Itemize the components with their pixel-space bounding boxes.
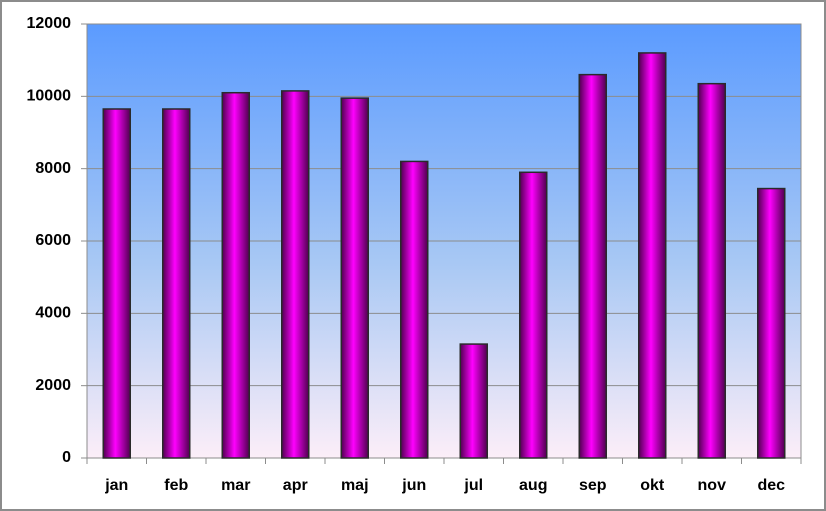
y-tick-label: 8000 <box>35 160 71 177</box>
x-tick-label: okt <box>640 477 665 494</box>
y-tick-label: 6000 <box>35 232 71 249</box>
bar <box>697 82 726 459</box>
bar <box>340 97 369 459</box>
x-tick-label: jun <box>401 477 426 494</box>
x-tick-label: apr <box>283 477 308 494</box>
bar <box>519 171 548 459</box>
y-tick-label: 10000 <box>27 88 72 105</box>
y-tick-label: 4000 <box>35 305 71 322</box>
bar <box>400 160 429 459</box>
x-tick-label: jul <box>463 477 483 494</box>
y-tick-label: 12000 <box>27 15 72 32</box>
bar <box>102 108 131 459</box>
bar <box>281 90 310 459</box>
x-tick-label: maj <box>341 477 369 494</box>
x-tick-label: nov <box>698 477 727 494</box>
bar <box>221 91 250 459</box>
bar <box>459 343 488 459</box>
y-tick-label: 0 <box>62 449 71 466</box>
bar <box>757 187 786 459</box>
x-tick-label: aug <box>519 477 547 494</box>
x-tick-label: mar <box>221 477 250 494</box>
x-tick-label: dec <box>757 477 785 494</box>
bar <box>162 108 191 459</box>
bar <box>578 73 607 459</box>
y-tick-label: 2000 <box>35 377 71 394</box>
x-tick-label: jan <box>104 477 128 494</box>
x-tick-label: sep <box>579 477 607 494</box>
x-tick-label: feb <box>164 477 188 494</box>
bar <box>638 52 667 459</box>
